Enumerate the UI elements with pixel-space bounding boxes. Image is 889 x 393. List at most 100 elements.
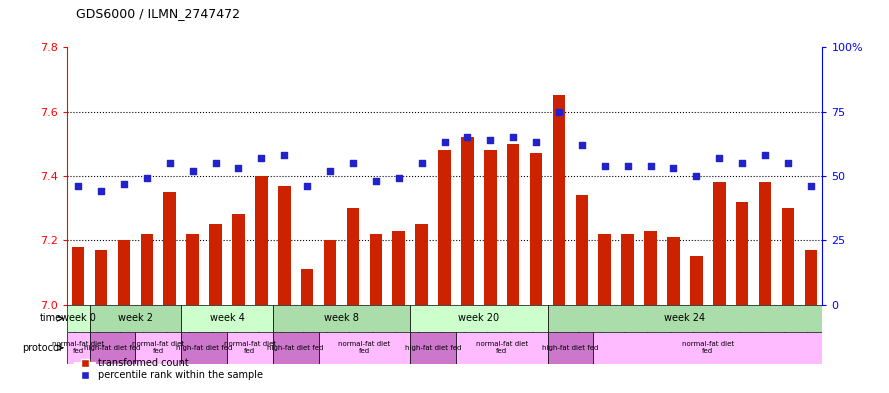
Point <box>781 160 795 166</box>
Bar <box>392 231 405 305</box>
Bar <box>759 182 772 305</box>
Text: normal-fat diet
fed: normal-fat diet fed <box>476 341 528 354</box>
Bar <box>300 269 314 305</box>
Bar <box>232 215 244 305</box>
Bar <box>805 250 817 305</box>
Bar <box>90 305 181 332</box>
Point <box>552 108 566 115</box>
Bar <box>318 332 410 364</box>
Bar <box>713 182 725 305</box>
Bar <box>507 144 519 305</box>
Bar <box>548 305 822 332</box>
Point <box>621 162 635 169</box>
Bar <box>67 305 90 332</box>
Point <box>437 139 452 145</box>
Text: week 0: week 0 <box>60 313 95 323</box>
Text: week 4: week 4 <box>210 313 244 323</box>
Bar <box>530 153 542 305</box>
Point <box>529 139 543 145</box>
Point <box>689 173 703 179</box>
Bar <box>67 332 90 364</box>
Bar <box>164 192 176 305</box>
Bar <box>90 332 135 364</box>
Bar <box>140 234 153 305</box>
Text: week 24: week 24 <box>664 313 706 323</box>
Bar <box>598 234 611 305</box>
Bar <box>181 305 273 332</box>
Point <box>391 175 405 182</box>
Text: week 8: week 8 <box>324 313 359 323</box>
Text: week 20: week 20 <box>459 313 500 323</box>
Bar <box>438 150 451 305</box>
Text: high-fat diet fed: high-fat diet fed <box>176 345 232 351</box>
Point <box>323 167 337 174</box>
Point <box>346 160 360 166</box>
Point <box>163 160 177 166</box>
Point <box>186 167 200 174</box>
Bar <box>273 305 410 332</box>
Bar <box>181 332 227 364</box>
Point <box>140 175 154 182</box>
Point <box>369 178 383 184</box>
Text: normal-fat diet
fed: normal-fat diet fed <box>682 341 734 354</box>
Bar <box>781 208 794 305</box>
Text: protocol: protocol <box>22 343 62 353</box>
Point <box>804 183 818 189</box>
Text: normal-fat diet
fed: normal-fat diet fed <box>52 341 104 354</box>
Point <box>575 142 589 148</box>
Text: high-fat diet fed: high-fat diet fed <box>268 345 324 351</box>
Text: time: time <box>40 313 62 323</box>
Bar <box>95 250 108 305</box>
Bar <box>484 150 497 305</box>
Bar <box>415 224 428 305</box>
Point <box>208 160 222 166</box>
Bar <box>273 332 318 364</box>
Bar <box>593 332 822 364</box>
Text: normal-fat diet
fed: normal-fat diet fed <box>339 341 390 354</box>
Text: GDS6000 / ILMN_2747472: GDS6000 / ILMN_2747472 <box>76 7 239 20</box>
Point <box>94 188 108 195</box>
Bar <box>255 176 268 305</box>
Bar <box>690 256 702 305</box>
Bar <box>227 332 273 364</box>
Point <box>116 180 131 187</box>
Point <box>506 134 520 140</box>
Bar <box>347 208 359 305</box>
Text: normal-fat diet
fed: normal-fat diet fed <box>132 341 184 354</box>
Point <box>667 165 681 171</box>
Bar <box>461 137 474 305</box>
Bar <box>324 240 336 305</box>
Bar <box>410 305 548 332</box>
Bar <box>117 240 130 305</box>
Text: high-fat diet fed: high-fat diet fed <box>404 345 461 351</box>
Bar <box>135 332 181 364</box>
Point <box>758 152 773 158</box>
Bar <box>667 237 680 305</box>
Point <box>484 137 498 143</box>
Point <box>231 165 245 171</box>
Point <box>461 134 475 140</box>
Bar <box>736 202 749 305</box>
Point <box>254 155 268 161</box>
Point <box>414 160 428 166</box>
Bar <box>456 332 548 364</box>
Point <box>300 183 314 189</box>
Text: high-fat diet fed: high-fat diet fed <box>84 345 140 351</box>
Bar <box>187 234 199 305</box>
Point <box>712 155 726 161</box>
Bar <box>410 332 456 364</box>
Point <box>644 162 658 169</box>
Point <box>71 183 85 189</box>
Bar <box>645 231 657 305</box>
Text: normal-fat diet
fed: normal-fat diet fed <box>224 341 276 354</box>
Point <box>735 160 749 166</box>
Bar <box>72 247 84 305</box>
Bar <box>621 234 634 305</box>
Point <box>277 152 292 158</box>
Bar <box>209 224 222 305</box>
Bar <box>575 195 589 305</box>
Legend: transformed count, percentile rank within the sample: transformed count, percentile rank withi… <box>71 354 267 384</box>
Text: week 2: week 2 <box>118 313 153 323</box>
Bar <box>370 234 382 305</box>
Bar <box>553 95 565 305</box>
